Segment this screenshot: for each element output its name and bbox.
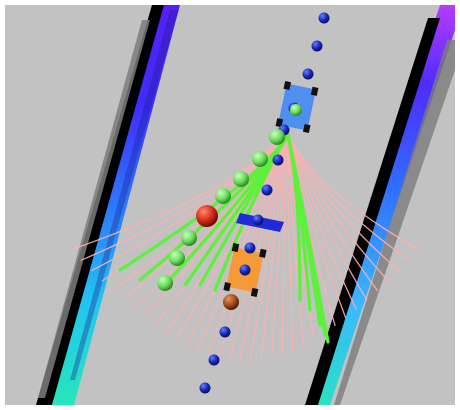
trajectory-marker [252, 151, 268, 167]
waypoint-marker [318, 12, 330, 24]
trajectory-marker [233, 171, 249, 187]
ego-position-marker [223, 294, 239, 310]
trajectory-marker [215, 188, 231, 204]
selected-path [213, 133, 290, 292]
candidate-path [285, 129, 421, 251]
trajectory-marker [169, 250, 185, 266]
lead-robot-wheel [283, 80, 292, 91]
trajectory-marker [181, 230, 197, 246]
waypoint-marker [272, 154, 284, 166]
trajectory-marker [269, 129, 285, 145]
lead-robot-wheel [310, 86, 319, 96]
waypoint-marker [302, 68, 314, 80]
waypoint-marker [219, 326, 231, 338]
waypoint-marker [199, 382, 211, 394]
lead-robot-wheel [275, 118, 284, 128]
candidate-path [281, 129, 287, 354]
lead-robot-marker [290, 104, 302, 116]
waypoint-marker [261, 184, 273, 196]
left-wall-colored-cells [52, 5, 180, 405]
right-wall-dark-edge [305, 18, 440, 405]
right-wall-shadow [334, 40, 455, 405]
trajectory-marker [157, 275, 173, 291]
selected-path [286, 133, 330, 344]
ego-robot-wheel [231, 242, 240, 253]
left-wall-shadow [38, 20, 150, 398]
planned-trajectory-markers [157, 104, 302, 291]
goal-marker-red [196, 205, 218, 227]
ego-robot-wheel [223, 282, 231, 292]
waypoint-marker [239, 264, 251, 276]
ego-robot-wheel [250, 287, 259, 298]
right-wall [305, 5, 455, 405]
left-wall-inner-shade [70, 10, 178, 380]
lead-robot-wheel [302, 123, 311, 134]
selected-paths [118, 133, 330, 344]
ego-robot-wheel [259, 248, 267, 258]
waypoint-marker [208, 354, 220, 366]
waypoint-marker [244, 242, 256, 254]
left-wall [36, 5, 180, 405]
waypoint-marker [311, 40, 323, 52]
waypoint-marker [252, 214, 264, 226]
